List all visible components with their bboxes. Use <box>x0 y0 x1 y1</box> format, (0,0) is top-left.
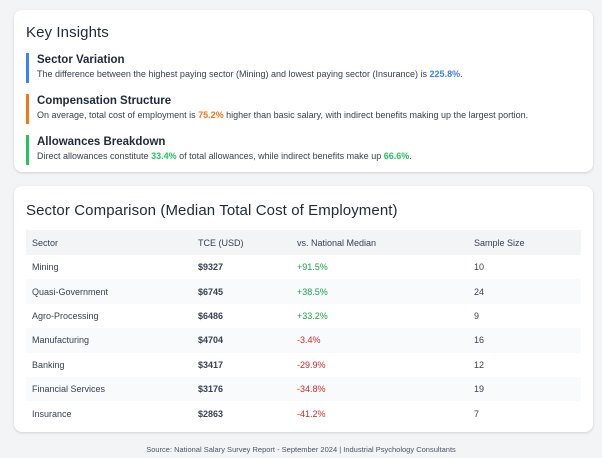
table-row: Agro-Processing $6486 +33.2% 9 <box>26 304 581 328</box>
table-header-row: Sector TCE (USD) vs. National Median Sam… <box>26 230 581 255</box>
insight-compensation-structure: Compensation Structure On average, total… <box>26 94 581 124</box>
tce-cell: $6486 <box>198 310 224 321</box>
insight-text-part: Direct allowances constitute <box>37 151 152 161</box>
insight-highlight: 75.2% <box>198 110 224 120</box>
insight-title: Allowances Breakdown <box>37 136 166 148</box>
insight-text-part: . <box>409 151 412 161</box>
column-header-sample-size: Sample Size <box>468 230 581 255</box>
sector-cell: Banking <box>32 359 65 370</box>
insight-text: The difference between the highest payin… <box>37 67 581 81</box>
table-row: Insurance $2863 -41.2% 7 <box>26 401 581 425</box>
sample-size-cell: 10 <box>474 262 485 273</box>
tce-cell: $3176 <box>192 376 291 402</box>
insight-text: Direct allowances constitute 33.4% of to… <box>37 149 581 163</box>
tce-cell: $3417 <box>198 359 224 370</box>
sector-cell: Financial Services <box>26 376 192 402</box>
insight-highlight: 33.4% <box>151 151 177 161</box>
vs-median-cell: +91.5% <box>297 262 328 273</box>
vs-median-cell: -29.9% <box>297 359 326 370</box>
sector-comparison-table: Sector TCE (USD) vs. National Median Sam… <box>26 230 581 426</box>
insight-text-part: higher than basic salary, with indirect … <box>223 110 529 120</box>
sample-size-cell: 7 <box>474 408 480 419</box>
table-row: Mining $9327 +91.5% 10 <box>26 255 581 279</box>
sample-size-cell: 12 <box>474 359 485 370</box>
vs-median-cell: -34.8% <box>291 376 468 402</box>
insight-text-part: On average, total cost of employment is <box>37 110 199 120</box>
column-header-sector: Sector <box>26 230 192 255</box>
column-header-tce: TCE (USD) <box>192 230 291 255</box>
vs-median-cell: +33.2% <box>297 310 328 321</box>
vs-median-cell: -41.2% <box>297 408 326 419</box>
sector-cell: Insurance <box>32 408 72 419</box>
insight-title: Compensation Structure <box>37 95 172 107</box>
insight-text-part: The difference between the highest payin… <box>37 69 430 79</box>
sector-cell: Quasi-Government <box>26 279 192 304</box>
sample-size-cell: 24 <box>468 279 581 304</box>
key-insights-title: Key Insights <box>26 24 109 41</box>
source-footer: Source: National Salary Survey Report - … <box>146 445 456 454</box>
table-row: Quasi-Government $6745 +38.5% 24 <box>26 279 581 304</box>
key-insights-card: Key Insights Sector Variation The differ… <box>14 10 593 172</box>
insight-highlight: 225.8% <box>429 69 461 79</box>
table-row: Manufacturing $4704 -3.4% 16 <box>26 328 581 353</box>
insight-allowances-breakdown: Allowances Breakdown Direct allowances c… <box>26 135 581 165</box>
tce-cell: $4704 <box>192 328 291 353</box>
sector-cell: Agro-Processing <box>32 310 99 321</box>
insight-text-part: of total allowances, while indirect bene… <box>176 151 384 161</box>
insight-sector-variation: Sector Variation The difference between … <box>26 53 581 83</box>
sector-comparison-card: Sector Comparison (Median Total Cost of … <box>14 186 593 432</box>
insight-title: Sector Variation <box>37 54 125 66</box>
column-header-vs-median: vs. National Median <box>291 230 468 255</box>
sector-comparison-title: Sector Comparison (Median Total Cost of … <box>26 202 398 219</box>
table-row: Banking $3417 -29.9% 12 <box>26 353 581 377</box>
sector-cell: Mining <box>32 262 59 273</box>
table-row: Financial Services $3176 -34.8% 19 <box>26 376 581 402</box>
tce-cell: $6745 <box>192 279 291 304</box>
sample-size-cell: 19 <box>468 376 581 402</box>
vs-median-cell: +38.5% <box>291 279 468 304</box>
sample-size-cell: 9 <box>474 310 480 321</box>
sample-size-cell: 16 <box>468 328 581 353</box>
insight-highlight: 66.6% <box>383 151 410 161</box>
tce-cell: $9327 <box>198 262 224 273</box>
insight-text-part: . <box>460 69 463 79</box>
vs-median-cell: -3.4% <box>291 328 468 353</box>
insight-text: On average, total cost of employment is … <box>37 108 581 122</box>
tce-cell: $2863 <box>198 408 224 419</box>
sector-cell: Manufacturing <box>26 328 192 353</box>
